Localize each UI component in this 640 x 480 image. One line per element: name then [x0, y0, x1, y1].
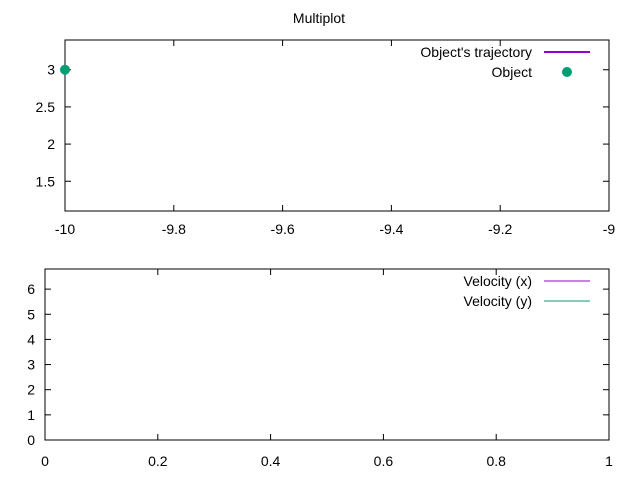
x-tick-label: -9: [603, 221, 616, 237]
x-tick-label: 0.4: [261, 453, 281, 469]
x-tick-label: -9.2: [488, 221, 512, 237]
x-tick-label: 0: [41, 453, 49, 469]
legend-point-marker: [562, 67, 572, 77]
y-tick-label: 3: [27, 357, 35, 373]
legend-label: Velocity (x): [464, 273, 532, 289]
y-tick-label: 3: [47, 62, 55, 78]
y-tick-label: 4: [27, 331, 35, 347]
y-tick-label: 2.5: [36, 99, 56, 115]
legend-label: Velocity (y): [464, 293, 532, 309]
legend-label: Object's trajectory: [420, 44, 532, 60]
bottom-plot: 0 0.2 0.4 0.6 0.8 1 0 1 2 3 4 5 6 Velocity (x) Velocit…: [27, 268, 613, 469]
x-tick-label: 0.2: [148, 453, 168, 469]
top-plot: -10 -9.8 -9.6 -9.4 -9.2 -9 1.5 2 2.5 3 Object's tr…: [36, 39, 616, 237]
x-tick-label: -9.6: [271, 221, 295, 237]
y-tick-label: 6: [27, 281, 35, 297]
y-tick-label: 1: [27, 407, 35, 423]
x-tick-label: 0.6: [374, 453, 394, 469]
data-point: [60, 64, 70, 75]
x-tick-label: -10: [55, 221, 75, 237]
y-tick-label: 0: [27, 432, 35, 448]
y-tick-label: 2: [47, 136, 55, 152]
plot-frame: [64, 39, 610, 212]
x-tick-label: -9.4: [379, 221, 403, 237]
x-tick-label: -9.8: [162, 221, 186, 237]
plot-frame: [44, 268, 610, 441]
y-tick-label: 5: [27, 306, 35, 322]
y-tick-label: 1.5: [36, 173, 56, 189]
x-tick-label: 0.8: [486, 453, 506, 469]
legend-label: Object: [492, 64, 533, 80]
x-tick-label: 1: [605, 453, 613, 469]
chart-title: Multiplot: [293, 10, 345, 26]
y-tick-label: 2: [27, 382, 35, 398]
